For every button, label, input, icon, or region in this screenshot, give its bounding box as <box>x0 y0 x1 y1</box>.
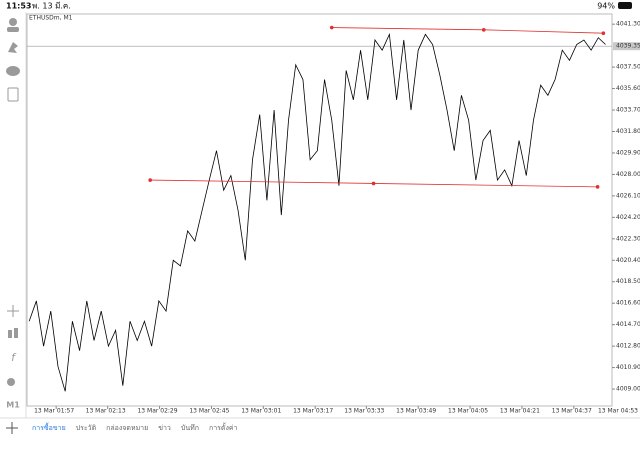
current-price-label: 4039.35 <box>616 43 640 50</box>
x-tick-label: 13 Mar 04:53 <box>598 408 638 415</box>
trendline-anchor <box>371 181 376 186</box>
y-tick-label: 4018.50 <box>616 278 640 285</box>
symbol: ETHUSDm, M1 <box>29 15 73 22</box>
y-tick-label: 4014.70 <box>616 321 640 328</box>
status-time: 11:53 <box>6 2 31 11</box>
candles-icon[interactable] <box>8 330 12 338</box>
status-date: พ. 13 มี.ค. <box>32 2 71 11</box>
tab[interactable]: บันทึก <box>181 423 199 432</box>
plot: 4041.30 4037.50 4035.60 4033.70 4031.80 4029.… <box>27 21 640 415</box>
y-tick-label: 4010.90 <box>616 364 640 371</box>
x-tick-label: 13 Mar 04:05 <box>448 408 488 415</box>
tab-bar: การซื้อขาย ประวัติ กล่องจดหมาย ข่าว บันทึก กา… <box>32 421 238 432</box>
trendline-anchor <box>595 185 600 189</box>
x-tick-label: 13 Mar 03:01 <box>241 408 281 415</box>
x-tick-label: 13 Mar 02:45 <box>189 408 229 415</box>
y-tick-label: 4012.80 <box>616 343 640 350</box>
account-icon[interactable] <box>7 27 19 32</box>
trade-icon[interactable] <box>8 42 18 53</box>
tab[interactable]: ข่าว <box>158 424 171 432</box>
trendline-anchor <box>481 28 486 32</box>
y-tick-label: 4026.10 <box>616 192 640 199</box>
y-tick-label: 4022.30 <box>616 235 640 242</box>
trendline-anchor <box>601 31 606 36</box>
trendline <box>331 27 604 34</box>
timeframe[interactable]: M1 <box>6 401 20 410</box>
x-tick-label: 13 Mar 03:49 <box>396 408 436 415</box>
y-tick-label: 4009.00 <box>616 386 640 393</box>
account-icon <box>9 18 17 26</box>
tab[interactable]: ประวัติ <box>76 424 97 432</box>
indicator-icon[interactable]: f <box>11 351 17 364</box>
y-tick-label: 4029.90 <box>616 149 640 156</box>
chart-frame <box>26 13 613 407</box>
tab[interactable]: การซื้อขาย <box>32 421 66 432</box>
y-tick-label: 4035.60 <box>616 85 640 92</box>
new-order-icon[interactable] <box>7 87 19 102</box>
y-tick-label: 4031.80 <box>616 128 640 135</box>
x-tick-label: 13 Mar 04:21 <box>500 408 540 415</box>
x-tick-label: 13 Mar 03:33 <box>344 408 384 415</box>
x-tick-label: 13 Mar 03:17 <box>293 408 333 415</box>
tab[interactable]: การตั้งค่า <box>209 421 238 432</box>
x-tick-label: 13 Mar 01:57 <box>34 408 74 415</box>
objects-icon[interactable] <box>7 378 15 386</box>
y-tick-label: 4041.30 <box>616 21 640 28</box>
y-tick-label: 4024.20 <box>616 214 640 221</box>
y-tick-label: 4037.50 <box>616 64 640 71</box>
add-button[interactable] <box>6 422 18 434</box>
tab[interactable]: กล่องจดหมาย <box>106 424 148 432</box>
sidebar: f M1 <box>6 18 20 410</box>
y-tick-label: 4020.40 <box>616 257 640 264</box>
y-tick-label: 4033.70 <box>616 107 640 114</box>
trendline-anchor <box>329 25 334 30</box>
chat-icon[interactable] <box>6 66 20 76</box>
current-price-box <box>613 42 640 51</box>
x-tick-label: 13 Mar 02:29 <box>137 408 177 415</box>
candles-icon[interactable] <box>14 328 18 338</box>
battery-icon <box>618 2 632 9</box>
y-tick-label: 4016.60 <box>616 300 640 307</box>
x-tick-label: 13 Mar 04:37 <box>552 408 592 415</box>
trendline-anchor <box>148 178 152 182</box>
price-line <box>28 32 606 392</box>
crosshair-icon[interactable] <box>7 305 19 317</box>
x-tick-label: 13 Mar 02:13 <box>86 408 126 415</box>
battery: 94% <box>597 2 615 11</box>
y-tick-label: 4028.00 <box>616 171 640 178</box>
